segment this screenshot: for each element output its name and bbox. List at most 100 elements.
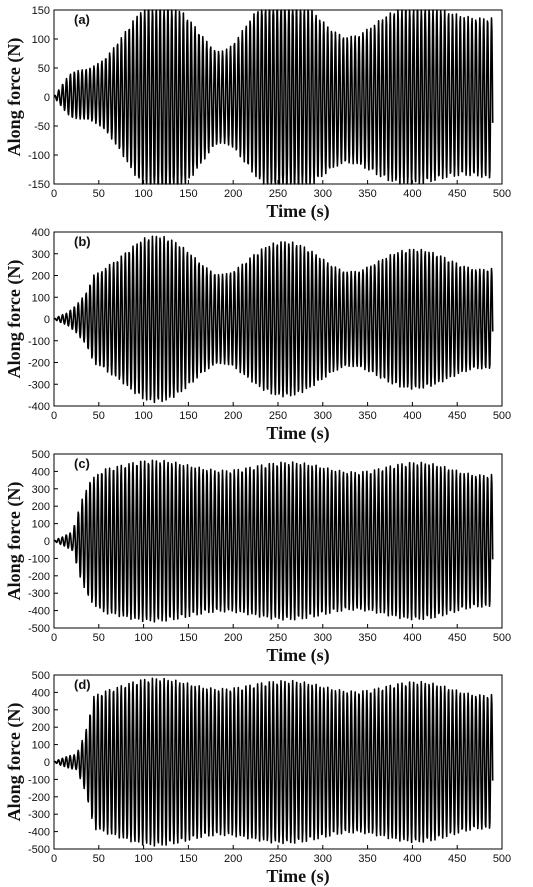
x-tick-label: 250 [269,853,287,865]
panel-a: 0 50 100 150 200 250 300 350 400 450 500 -150 -100 -5… [0,0,533,222]
x-tick-label: 150 [179,853,197,865]
x-tick-label: 100 [134,188,152,200]
y-tick-label: 100 [32,519,50,531]
x-tick-label: 0 [51,188,57,200]
x-tick-label: 300 [314,853,332,865]
y-tick-label: -100 [28,150,50,162]
x-tick-label: 200 [224,853,242,865]
y-tick-label: 400 [32,687,50,699]
y-axis-label: Along force (N) [4,703,25,822]
y-tick-label: 500 [32,670,50,682]
y-tick-label: -100 [28,553,50,565]
y-tick-label: -300 [28,379,50,391]
force-series-line [53,9,494,185]
x-tick-label: 400 [403,188,421,200]
x-tick-label: 400 [403,853,421,865]
y-tick-label: 50 [38,63,50,75]
y-axis-label: Along force (N) [4,38,25,157]
y-tick-label: -300 [28,809,50,821]
y-tick-label: 100 [32,740,50,752]
panel-label: (a) [74,12,90,27]
x-tick-label: 150 [179,410,197,422]
x-tick-label: 0 [51,853,57,865]
x-axis-label: Time (s) [266,423,329,444]
y-tick-label: 300 [32,484,50,496]
x-tick-label: 150 [179,632,197,644]
y-tick-label: -400 [28,606,50,618]
x-tick-label: 100 [134,853,152,865]
panel-b: 0 50 100 150 200 250 300 350 400 450 500 -400 -300 -2… [0,222,533,444]
x-tick-label: 350 [358,410,376,422]
x-tick-label: 300 [314,632,332,644]
y-tick-label: -300 [28,588,50,600]
x-tick-label: 500 [493,632,511,644]
panel-label: (d) [74,677,91,692]
force-series-line [53,677,494,847]
y-axis-label: Along force (N) [4,482,25,601]
y-tick-label: -200 [28,571,50,583]
x-tick-label: 150 [179,188,197,200]
y-tick-label: -150 [28,179,50,191]
x-tick-label: 200 [224,188,242,200]
x-tick-label: 450 [448,410,466,422]
y-tick-label: 100 [32,292,50,304]
panel-c: 0 50 100 150 200 250 300 350 400 450 500 -500 -400 -3… [0,444,533,666]
x-tick-label: 350 [358,188,376,200]
x-tick-label: 100 [134,632,152,644]
x-tick-label: 450 [448,188,466,200]
y-tick-label: -100 [28,336,50,348]
y-tick-label: 300 [32,249,50,261]
x-tick-label: 250 [269,188,287,200]
y-tick-label: -200 [28,358,50,370]
y-tick-label: 400 [32,227,50,239]
x-tick-label: 0 [51,410,57,422]
y-tick-label: 0 [44,92,50,104]
x-tick-label: 200 [224,632,242,644]
y-tick-label: 200 [32,501,50,513]
y-tick-label: -500 [28,623,50,635]
y-tick-label: 0 [44,536,50,548]
x-tick-label: 400 [403,410,421,422]
x-tick-label: 350 [358,853,376,865]
x-tick-label: 100 [134,410,152,422]
chart-a: 0 50 100 150 200 250 300 350 400 450 500-150-100-5… [4,5,511,222]
y-tick-label: 500 [32,449,50,461]
x-tick-label: 500 [493,853,511,865]
x-tick-label: 250 [269,410,287,422]
y-tick-label: -500 [28,844,50,856]
x-tick-label: 400 [403,632,421,644]
y-tick-label: 0 [44,757,50,769]
x-tick-label: 50 [93,410,105,422]
y-tick-label: -400 [28,401,50,413]
y-axis-label: Along force (N) [4,260,25,379]
x-tick-label: 450 [448,853,466,865]
x-tick-label: 300 [314,410,332,422]
y-tick-label: 100 [32,34,50,46]
x-tick-label: 500 [493,410,511,422]
panel-label: (c) [74,456,90,471]
x-tick-label: 350 [358,632,376,644]
y-tick-label: -50 [34,121,50,133]
force-series-line [53,235,494,404]
x-axis-label: Time (s) [266,201,329,222]
chart-c: 0 50 100 150 200 250 300 350 400 450 500 -500 -400 -3… [4,449,511,666]
x-tick-label: 200 [224,410,242,422]
y-tick-label: 0 [44,314,50,326]
y-tick-label: 200 [32,722,50,734]
x-tick-label: 300 [314,188,332,200]
x-tick-label: 50 [93,853,105,865]
y-tick-label: 200 [32,271,50,283]
panel-d: 0 50 100 150 200 250 300 350 400 450 500 -500 -400 -3… [0,665,533,887]
x-tick-label: 250 [269,632,287,644]
x-tick-label: 450 [448,632,466,644]
x-axis-label: Time (s) [266,645,329,666]
x-tick-label: 50 [93,188,105,200]
x-tick-label: 500 [493,188,511,200]
y-tick-label: -400 [28,827,50,839]
chart-b: 0 50 100 150 200 250 300 350 400 450 500 -400 -300 -2… [4,227,511,444]
x-axis-label: Time (s) [266,866,329,887]
y-tick-label: -200 [28,792,50,804]
y-tick-label: 400 [32,466,50,478]
x-tick-label: 50 [93,632,105,644]
y-tick-label: 300 [32,705,50,717]
